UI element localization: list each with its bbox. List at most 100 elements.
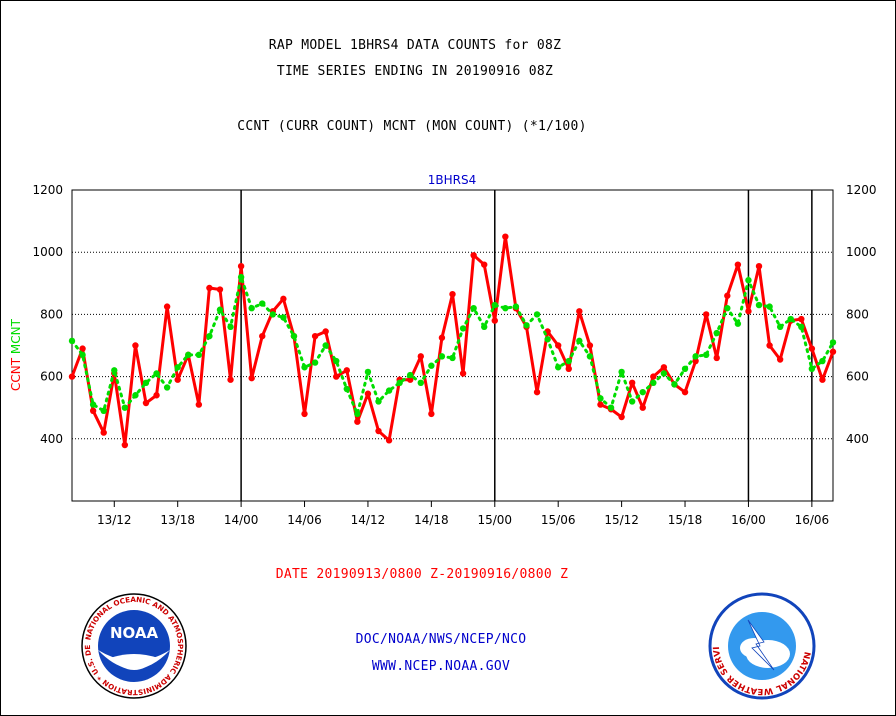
y-tick-label-left: 800 — [40, 307, 63, 321]
ccnt-point — [89, 407, 97, 415]
mcnt-point — [269, 311, 277, 318]
ccnt-point — [375, 427, 382, 435]
ccnt-point — [713, 354, 720, 362]
mcnt-point — [79, 351, 86, 359]
y-axis-label-mcnt: MCNT — [9, 318, 23, 354]
ccnt-series-line — [70, 235, 835, 447]
mcnt-point — [237, 273, 245, 281]
mcnt-point — [459, 325, 467, 332]
mcnt-point — [512, 303, 520, 310]
ccnt-point — [407, 376, 414, 383]
mcnt-point — [481, 323, 488, 331]
ccnt-point — [808, 345, 816, 352]
mcnt-point — [385, 387, 393, 394]
y-tick-label-right: 400 — [846, 432, 869, 446]
ccnt-point — [586, 342, 594, 349]
mcnt-point — [798, 323, 805, 331]
ccnt-point — [121, 441, 129, 449]
ccnt-point — [724, 292, 731, 299]
mcnt-point — [554, 364, 562, 371]
mcnt-point — [787, 315, 794, 323]
mcnt-point — [227, 323, 234, 331]
x-tick-label: 15/06 — [541, 513, 576, 527]
mcnt-point — [724, 304, 731, 312]
header-line-1: RAP MODEL 1BHRS4 DATA COUNTS for 08Z — [268, 38, 562, 53]
ccnt-point — [766, 342, 773, 349]
ccnt-point — [829, 348, 837, 355]
mcnt-point — [576, 337, 583, 345]
mcnt-point — [692, 353, 699, 360]
mcnt-point — [153, 370, 160, 377]
mcnt-point — [776, 323, 784, 331]
mcnt-point — [301, 364, 308, 371]
ccnt-point — [237, 262, 245, 270]
ccnt-point — [618, 413, 625, 421]
mcnt-point — [565, 357, 572, 365]
ccnt-point — [174, 376, 181, 383]
mcnt-point — [523, 322, 530, 329]
mcnt-point — [628, 398, 636, 405]
ccnt-point — [650, 373, 657, 380]
ccnt-point — [79, 345, 86, 352]
ccnt-point — [280, 295, 287, 303]
mcnt-point — [121, 404, 129, 411]
mcnt-point — [766, 303, 773, 310]
mcnt-point — [713, 329, 720, 337]
y-tick-label-left: 600 — [40, 370, 63, 384]
ccnt-point — [364, 390, 372, 397]
mcnt-point — [248, 304, 255, 312]
ccnt-point — [533, 388, 541, 396]
ccnt-point — [438, 334, 446, 341]
mcnt-point — [343, 385, 351, 393]
mcnt-point — [132, 392, 139, 399]
ccnt-point — [195, 401, 203, 408]
mcnt-point — [364, 368, 372, 376]
mcnt-point — [428, 362, 435, 369]
mcnt-point — [544, 336, 551, 343]
y-axis-label-ccnt: CCNT — [9, 354, 23, 391]
ccnt-point — [565, 365, 572, 373]
ccnt-point — [163, 303, 171, 310]
mcnt-point — [597, 395, 604, 402]
ccnt-point — [755, 262, 763, 270]
mcnt-point — [702, 351, 710, 359]
ccnt-point — [576, 308, 583, 315]
nws-logo: NATIONAL WEATHER SERVICE * * * — [708, 592, 816, 700]
x-tick-label: 14/12 — [351, 513, 386, 527]
ccnt-point — [470, 252, 477, 259]
y-tick-label-right: 600 — [846, 370, 869, 384]
ccnt-point — [734, 261, 742, 268]
mcnt-point — [333, 357, 340, 365]
ccnt-point — [343, 367, 351, 374]
ccnt-point — [227, 376, 234, 383]
ccnt-point — [639, 404, 646, 411]
header-line-2: TIME SERIES ENDING IN 20190916 08Z — [276, 64, 554, 79]
mcnt-point — [163, 384, 171, 391]
ccnt-point — [597, 401, 604, 408]
mcnt-point — [354, 410, 361, 418]
ccnt-point — [554, 342, 562, 349]
mcnt-point — [618, 368, 625, 376]
ccnt-point — [301, 410, 308, 418]
ccnt-point — [481, 261, 488, 268]
ccnt-point — [491, 317, 498, 324]
ccnt-point — [745, 308, 752, 315]
ccnt-point — [206, 284, 213, 292]
ccnt-point — [459, 370, 467, 377]
x-tick-label: 14/06 — [287, 513, 322, 527]
x-tick-label: 14/18 — [414, 513, 449, 527]
mcnt-point — [290, 332, 298, 340]
footer-url: WWW.NCEP.NOAA.GOV — [371, 659, 511, 674]
y-tick-label-right: 1000 — [846, 245, 877, 259]
mcnt-point — [819, 357, 826, 365]
ccnt-point — [354, 418, 361, 425]
mcnt-point — [607, 404, 615, 411]
noaa-logo: NOAA NATIONAL OCEANIC AND ATMOSPHERIC AD… — [80, 592, 187, 699]
y-tick-label-right: 800 — [846, 307, 869, 321]
mcnt-point — [174, 364, 181, 371]
mcnt-point — [755, 301, 763, 309]
mcnt-point — [111, 367, 118, 374]
mcnt-point — [206, 332, 213, 340]
mcnt-point — [829, 339, 837, 346]
